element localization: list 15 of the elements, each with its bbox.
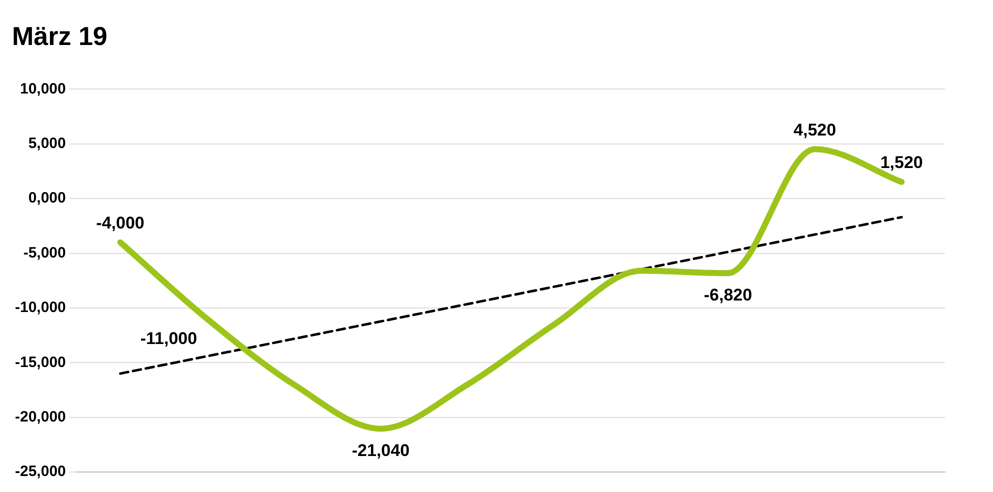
y-tick-label: -15,000 — [15, 354, 66, 371]
y-tick-label: -20,000 — [15, 408, 66, 426]
data-label: 4,520 — [794, 120, 836, 140]
y-tick-label: -25,000 — [15, 463, 66, 480]
y-tick-label: -5,000 — [23, 244, 66, 262]
data-label: -4,000 — [96, 214, 144, 233]
y-tick-label: 0,000 — [28, 190, 66, 207]
data-label: -6,820 — [704, 285, 752, 304]
y-tick-label: 10,000 — [20, 80, 66, 98]
data-label: -21,040 — [352, 440, 410, 460]
y-tick-label: 5,000 — [28, 135, 66, 152]
data-label: 1,520 — [880, 153, 923, 172]
data-label: -11,000 — [140, 329, 198, 348]
y-tick-label: -10,000 — [15, 299, 66, 316]
chart-title: März 19 — [12, 20, 108, 51]
